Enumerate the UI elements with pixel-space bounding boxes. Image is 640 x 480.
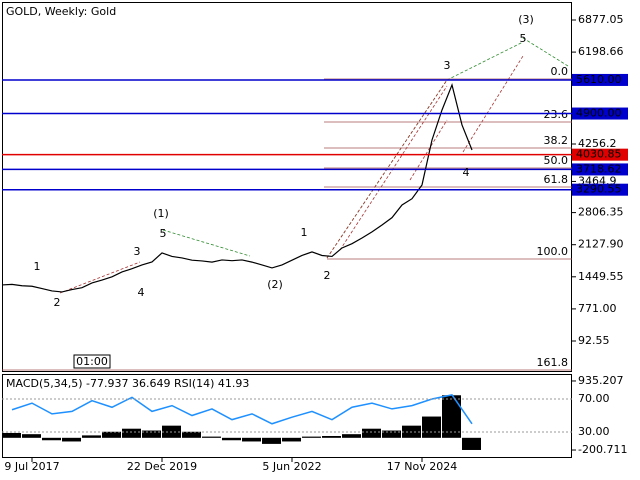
rsi-line [11,394,473,425]
level-label: 3290.55 [576,183,622,196]
macd-bar [242,437,261,442]
time-box-label: 01:00 [76,355,108,368]
channel-line [59,261,141,294]
x-tick-label: 5 Jun 2022 [262,460,321,473]
fib-label: 23.6 [544,108,569,121]
level-label: 3718.62 [576,162,622,175]
fib-label: 100.0 [537,245,569,258]
wave-label: 2 [324,269,331,282]
wave-line [162,229,251,257]
wave-label: 3 [134,245,141,258]
macd-bar [62,437,81,442]
macd-bar [262,437,281,444]
level-box [572,163,628,176]
channel-line [462,55,524,153]
macd-bar [222,437,241,441]
indicator-frame [2,374,572,458]
time-box [73,354,111,369]
macd-bar [442,395,461,438]
y-tick-label: 2127.90 [578,238,624,251]
macd-bar [202,436,221,438]
x-tick-label: 9 Jul 2017 [4,460,59,473]
price-line [1,83,473,293]
macd-bar [42,437,61,441]
macd-bar [302,436,321,438]
wave-line [522,37,569,67]
y-tick-label: 6198.66 [578,45,624,58]
macd-bar [282,437,301,442]
wave-line [446,41,524,81]
level-label: 4900.00 [576,107,622,120]
fib-label: 50.0 [544,154,569,167]
macd-bar [342,434,361,438]
y-tick-label: 92.55 [578,334,610,347]
rsi-tick-label: 30.00 [578,425,610,438]
wave-label: 5 [160,227,167,240]
y-tick-label: 1449.55 [578,270,624,283]
macd-bar [462,437,481,450]
fib-label: 0.0 [551,65,569,78]
level-label: 5610.00 [576,73,622,86]
wave-label: 4 [463,166,470,179]
macd-tick-label: 935.207 [578,374,624,387]
macd-bar [102,431,121,438]
x-tick-label: 17 Nov 2024 [387,460,457,473]
fib-label: 61.8 [544,173,569,186]
level-box [572,107,628,120]
macd-bar [22,434,41,438]
wave-label: (3) [518,13,534,26]
macd-bar [422,416,441,438]
wave-label: 4 [138,286,145,299]
level-box [572,73,628,86]
macd-bar [142,430,161,438]
macd-bar [182,431,201,438]
level-box [572,148,628,161]
wave-label: (2) [267,278,283,291]
macd-bar [82,435,101,438]
macd-bar [2,432,21,438]
wave-label: (1) [153,207,169,220]
fib-label: 38.2 [544,134,569,147]
wave-label: 5 [520,32,527,45]
y-tick-label: 4256.2 [578,137,617,150]
macd-bar [362,428,381,438]
y-tick-label: 6877.05 [578,13,624,26]
chart-title: GOLD, Weekly: Gold [6,5,116,18]
macd-bar [382,430,401,438]
rsi-tick-label: 70.00 [578,392,610,405]
level-box [572,183,628,196]
macd-bar [322,435,341,438]
wave-label: 2 [54,296,61,309]
wave-label: 1 [34,260,41,273]
macd-bar [122,428,141,438]
y-tick-label: 771.00 [578,302,617,315]
y-tick-label: 2806.35 [578,206,624,219]
macd-tick-label: -200.711 [578,443,627,456]
fib-label: 161.8 [537,356,569,369]
indicator-title: MACD(5,34,5) -77.937 36.649 RSI(14) 41.9… [6,377,249,390]
level-label: 4030.85 [576,148,622,161]
wave-label: 1 [301,226,308,239]
x-tick-label: 22 Dec 2019 [127,460,197,473]
wave-label: 3 [444,59,451,72]
